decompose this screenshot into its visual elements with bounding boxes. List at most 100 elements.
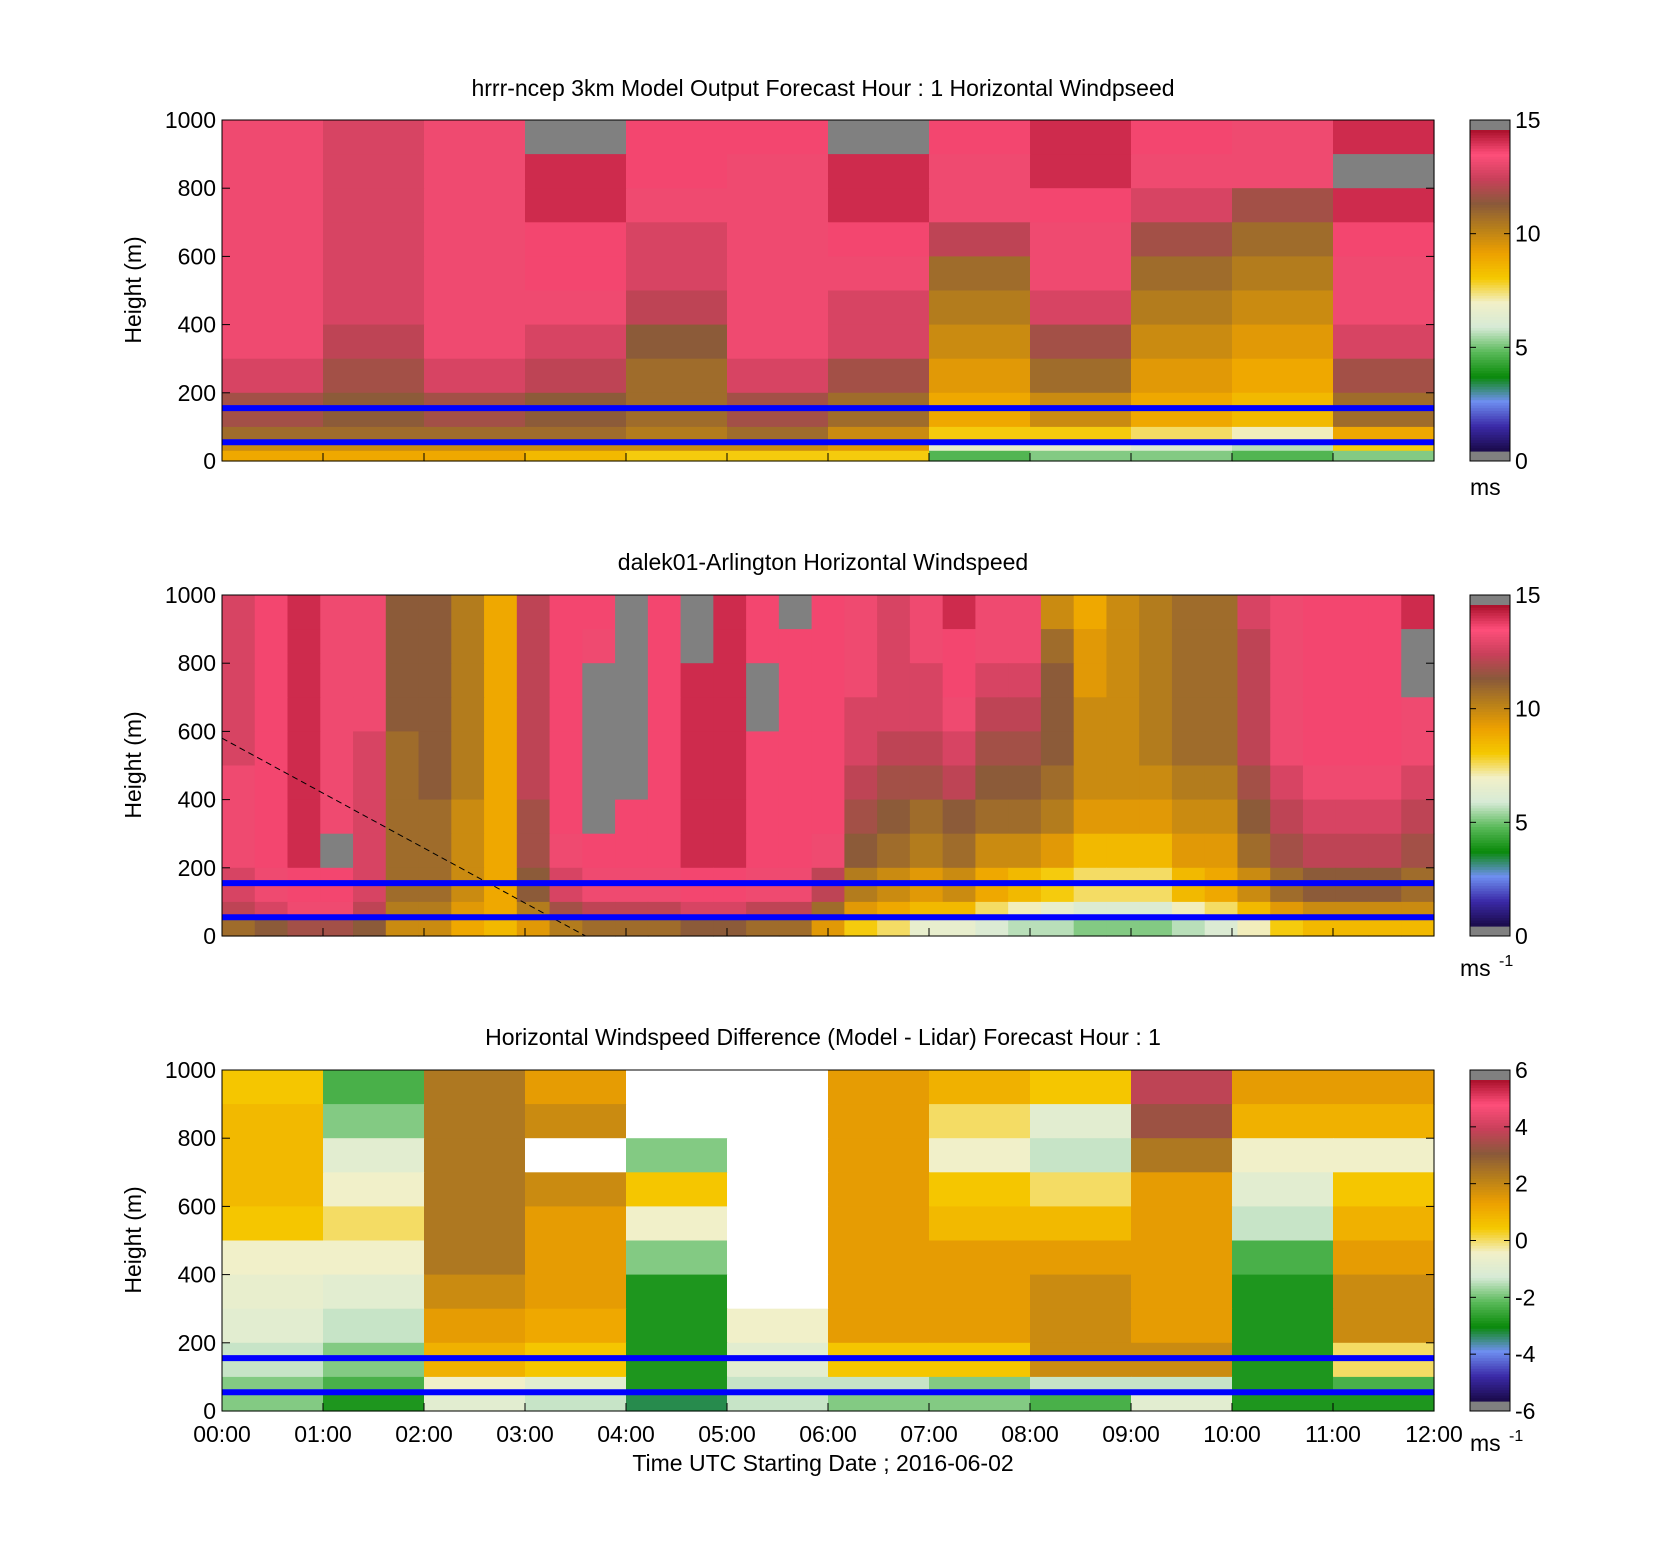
diff-ytick-label: 800	[178, 1125, 216, 1151]
diff-colorbar-step	[1470, 1200, 1510, 1204]
model-colorbar-step	[1470, 204, 1510, 209]
model-heatmap-cell	[1333, 358, 1435, 394]
lidar-heatmap-cell	[975, 833, 1009, 869]
model-colorbar-step	[1470, 148, 1510, 152]
diff-heatmap-cell	[222, 1070, 324, 1105]
lidar-colorbar-step	[1470, 875, 1510, 879]
lidar-heatmap-cell	[877, 833, 911, 869]
diff-colorbar-step	[1470, 1288, 1510, 1292]
model-heatmap-cell	[222, 290, 324, 326]
lidar-heatmap-cell	[1270, 799, 1304, 835]
model-colorbar-step	[1470, 344, 1510, 348]
lidar-colorbar-step	[1470, 655, 1510, 660]
lidar-heatmap-cell	[385, 697, 420, 732]
lidar-heatmap-cell	[1335, 663, 1370, 698]
lidar-heatmap-cell	[680, 799, 714, 835]
panel-diff-title: Horizontal Windspeed Difference (Model -…	[485, 1024, 1161, 1050]
lidar-heatmap-cell	[549, 833, 583, 869]
diff-colorbar-step	[1470, 1224, 1510, 1228]
diff-xtick-label: 03:00	[496, 1421, 554, 1447]
diff-colorbar-step	[1470, 1098, 1510, 1102]
model-heatmap-cell	[525, 188, 627, 223]
model-heatmap-cell	[929, 290, 1031, 326]
model-heatmap-cell	[1030, 222, 1132, 257]
diff-heatmap-cell	[1232, 1138, 1334, 1173]
model-heatmap-cell	[828, 222, 930, 257]
lidar-heatmap-cell	[418, 697, 452, 732]
lidar-heatmap-cell	[713, 765, 747, 801]
diff-heatmap-cell	[222, 1104, 324, 1139]
lidar-heatmap-cell	[582, 918, 616, 937]
model-heatmap-cell	[1131, 440, 1233, 452]
lidar-colorbar-step	[1470, 626, 1510, 630]
model-colorbar-step	[1470, 285, 1510, 289]
lidar-heatmap-cell	[320, 731, 354, 767]
lidar-heatmap-cell	[1335, 731, 1370, 767]
lidar-heatmap-cell	[582, 663, 616, 698]
diff-heatmap-cell	[323, 1308, 425, 1344]
lidar-heatmap-cell	[1237, 697, 1271, 732]
model-heatmap-cell	[626, 222, 728, 257]
lidar-heatmap-cell	[778, 799, 813, 835]
model-colorbar-tick-label: 0	[1515, 448, 1528, 474]
lidar-heatmap-cell	[1302, 595, 1337, 630]
panel-diff-ylabel: Height (m)	[120, 1186, 146, 1293]
model-heatmap-cell	[1030, 440, 1132, 452]
lidar-heatmap-cell	[778, 663, 813, 698]
model-heatmap-cell	[1333, 324, 1435, 360]
lidar-heatmap-cell	[582, 799, 616, 835]
lidar-colorbar-step	[1470, 824, 1510, 828]
diff-xtick-label: 02:00	[395, 1421, 453, 1447]
diff-heatmap-cell	[1333, 1240, 1435, 1276]
lidar-colorbar-step	[1470, 773, 1510, 777]
diff-colorbar-step	[1470, 1294, 1510, 1298]
panel-lidar-title: dalek01-Arlington Horizontal Windspeed	[618, 549, 1028, 575]
model-heatmap-cell	[929, 256, 1031, 292]
lidar-heatmap-cell	[1139, 663, 1173, 698]
lidar-heatmap-cell	[647, 697, 682, 732]
diff-colorbar-step	[1470, 1205, 1510, 1209]
lidar-heatmap-cell	[549, 697, 583, 732]
diff-heatmap-cell	[1131, 1393, 1233, 1412]
lidar-colorbar-step	[1470, 685, 1510, 689]
diff-colorbar-step	[1470, 1267, 1510, 1271]
lidar-colorbar-step	[1470, 744, 1510, 748]
model-colorbar-step	[1470, 314, 1510, 318]
model-ytick-label: 800	[178, 175, 216, 201]
lidar-heatmap-cell	[1139, 595, 1173, 630]
diff-xtick-label: 11:00	[1305, 1421, 1361, 1447]
lidar-colorbar-tick-label: 10	[1515, 696, 1541, 722]
model-colorbar-step	[1470, 335, 1510, 340]
diff-heatmap-cell	[424, 1240, 526, 1276]
lidar-heatmap-cell	[320, 697, 354, 732]
model-heatmap-cell	[1333, 440, 1435, 452]
diff-heatmap-cell	[323, 1206, 425, 1242]
model-colorbar-step	[1470, 274, 1510, 278]
lidar-heatmap-cell	[811, 629, 845, 664]
lidar-heatmap-cell	[1302, 731, 1337, 767]
lidar-heatmap-cell	[844, 799, 878, 835]
lidar-heatmap-cell	[615, 765, 649, 801]
model-heatmap-cell	[1333, 154, 1435, 189]
lidar-heatmap-cell	[844, 697, 878, 732]
lidar-colorbar-step	[1470, 717, 1510, 721]
model-heatmap-cell	[1333, 120, 1435, 155]
diff-heatmap-cell	[525, 1274, 627, 1310]
diff-colorbar-tick-label: 0	[1515, 1228, 1528, 1254]
model-colorbar-step	[1470, 132, 1510, 136]
model-colorbar-step	[1470, 186, 1510, 190]
diff-colorbar-step	[1470, 1352, 1510, 1357]
lidar-heatmap-cell	[811, 918, 845, 937]
model-heatmap-cell	[323, 256, 425, 292]
model-heatmap-cell	[222, 222, 324, 257]
model-heatmap-cell	[525, 358, 627, 394]
model-heatmap-cell	[1333, 290, 1435, 326]
lidar-heatmap-cell	[1368, 697, 1402, 732]
model-heatmap-cell	[222, 154, 324, 189]
lidar-heatmap-cell	[516, 731, 551, 767]
model-heatmap-cell	[1131, 426, 1233, 442]
model-colorbar-step	[1470, 156, 1510, 161]
lidar-colorbar-step	[1470, 867, 1510, 871]
lidar-colorbar-step	[1470, 714, 1510, 718]
